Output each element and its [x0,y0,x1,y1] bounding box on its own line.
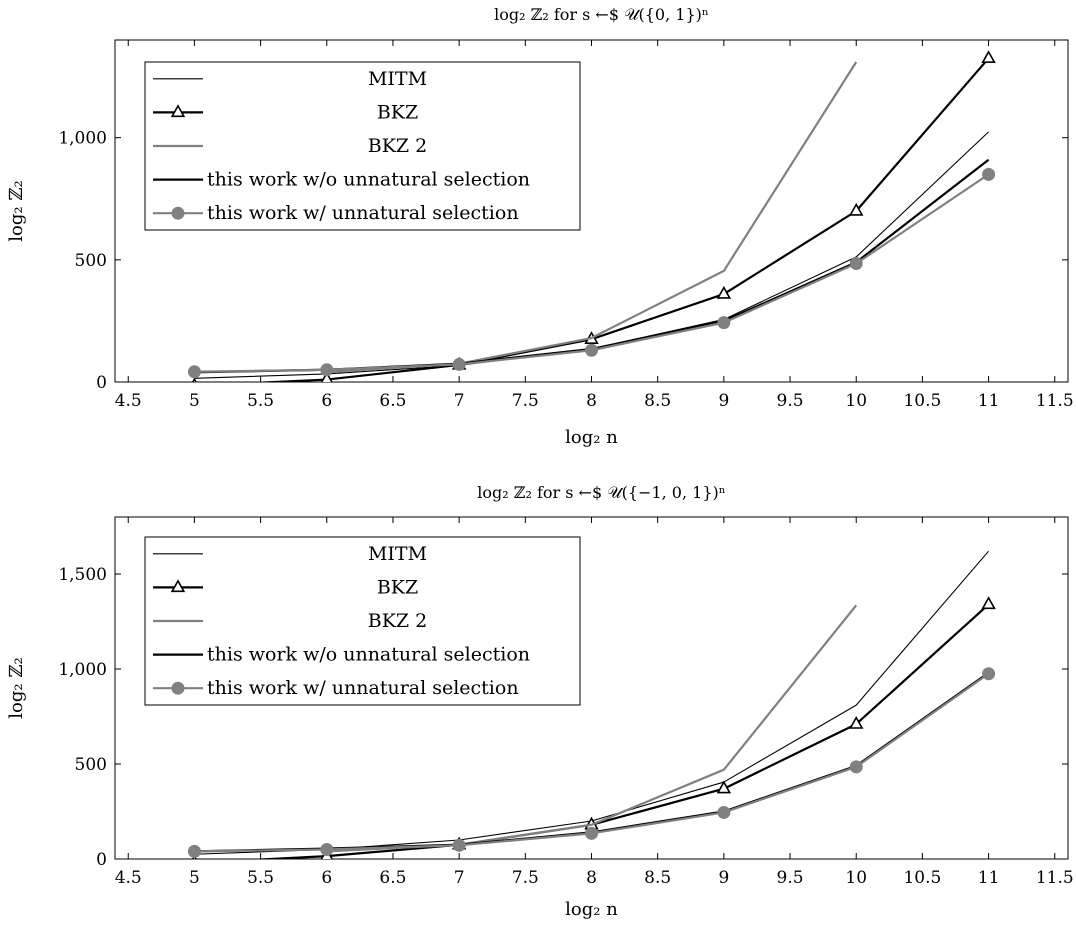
series-2-point [716,780,732,794]
x-tick-label: 9 [718,868,729,888]
chart-2: log₂ ℤ₂ for s ←$ 𝒰({−1, 0, 1})ⁿ 4.5 5 5.5 6 6… [6,483,1074,920]
series-2-point [191,377,197,382]
legend: MITM BKZ BKZ 2 this work w/o unnatural sele… [144,61,581,231]
x-tick-label: 8 [586,391,597,411]
series-5-point [320,363,334,377]
series-5-point [717,805,731,819]
x-tick-label: 10.5 [903,868,941,888]
y-axis-label: log₂ ℤ₂ [6,657,27,718]
plot-area [187,550,996,859]
chart-title: log₂ ℤ₂ for s ←$ 𝒰({−1, 0, 1})ⁿ [477,483,725,502]
legend-label-4: this work w/o unnatural selection [207,169,530,191]
legend-label-3: BKZ 2 [368,135,428,157]
x-tick-label: 7.5 [512,391,539,411]
x-tick-label: 5.5 [247,868,274,888]
series-5-point [452,357,466,371]
series-5-point [982,167,996,181]
legend-marker-5 [171,681,185,695]
x-tick-label: 6 [321,868,332,888]
x-tick-label: 4.5 [115,868,142,888]
x-tick-label: 9.5 [777,391,804,411]
series-5-point [452,838,466,852]
legend-label-1: MITM [368,68,427,90]
x-tick-label: 7.5 [512,868,539,888]
x-tick-label: 5 [189,391,200,411]
x-tick-label: 8 [586,868,597,888]
y-tick-label: 0 [96,850,107,870]
x-tick-label: 11.5 [1036,868,1074,888]
series-5-point [187,844,201,858]
x-tick-label: 8.5 [644,391,671,411]
x-tick-label: 6.5 [379,391,406,411]
y-tick-label: 1,000 [58,129,107,149]
x-axis-label: log₂ n [565,427,618,448]
plot-area [187,50,996,382]
x-tick-label: 5 [189,868,200,888]
y-tick-label: 1,000 [58,660,107,680]
series-2-point [981,50,996,64]
series-2-point [981,596,996,610]
legend-marker-2 [170,104,186,118]
x-tick-label: 8.5 [644,868,671,888]
series-5-point [585,343,598,357]
x-tick-label: 6.5 [379,868,406,888]
legend-label-5: this work w/ unnatural selection [207,202,519,224]
x-tick-label: 4.5 [115,391,142,411]
legend-label-5: this work w/ unnatural selection [207,677,519,699]
series-5-point [717,316,731,330]
y-axis-label: log₂ ℤ₂ [6,180,27,241]
legend-box [144,536,581,706]
legend-label-2: BKZ [377,101,418,123]
legend-marker-5 [171,206,185,220]
x-tick-label: 9.5 [777,868,804,888]
series-5-point [849,257,863,271]
x-tick-label: 6 [321,391,332,411]
series-2-point [849,202,864,216]
series-5-point [585,826,598,840]
series-2-point [849,715,864,729]
chart-1: log₂ ℤ₂ for s ←$ 𝒰({0, 1})ⁿ 4.5 5 5.5 6 6.5 7 7… [6,5,1074,448]
y-tick-label: 500 [75,755,107,775]
x-tick-label: 9 [718,391,729,411]
x-tick-label: 5.5 [247,391,274,411]
y-tick-label: 0 [96,373,107,393]
legend-label-2: BKZ [377,576,418,598]
series-2-point [320,371,333,382]
series-5-point [982,667,996,681]
x-tick-label: 10 [845,868,867,888]
x-tick-label: 7 [454,868,465,888]
y-tick-label: 1,500 [58,565,107,585]
legend-box [144,61,581,231]
series-5-point [849,760,863,774]
x-tick-label: 11 [978,391,1000,411]
legend-label-1: MITM [368,543,427,565]
x-tick-label: 11.5 [1036,391,1074,411]
x-tick-label: 10 [845,391,867,411]
series-5-point [320,843,334,856]
legend-marker-2 [170,579,186,593]
chart-title: log₂ ℤ₂ for s ←$ 𝒰({0, 1})ⁿ [494,5,709,24]
x-axis-label: log₂ n [565,899,618,920]
series-5-point [187,365,201,379]
y-tick-label: 500 [75,251,107,271]
legend: MITM BKZ BKZ 2 this work w/o unnatural sele… [144,536,581,706]
legend-label-3: BKZ 2 [368,610,428,632]
legend-label-4: this work w/o unnatural selection [207,644,530,666]
x-tick-label: 11 [978,868,1000,888]
x-tick-label: 10.5 [903,391,941,411]
series-2-point [716,285,732,299]
x-tick-label: 7 [454,391,465,411]
